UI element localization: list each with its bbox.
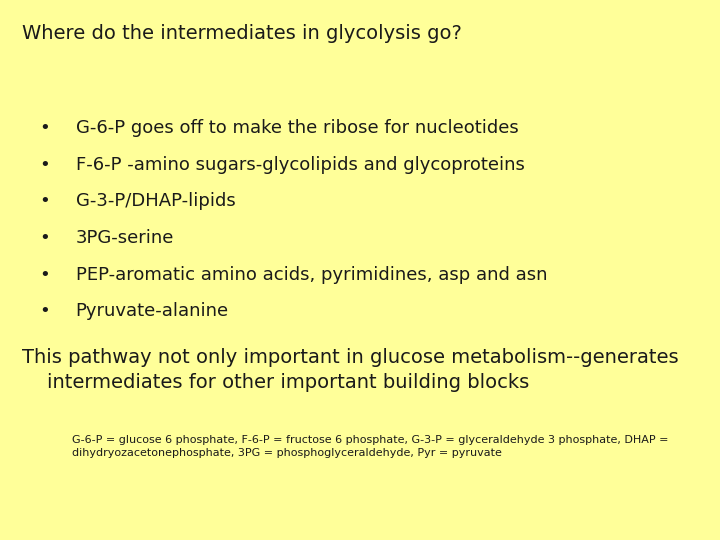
Text: F-6-P -amino sugars-glycolipids and glycoproteins: F-6-P -amino sugars-glycolipids and glyc… xyxy=(76,156,524,173)
Text: 3PG-serine: 3PG-serine xyxy=(76,229,174,247)
Text: Where do the intermediates in glycolysis go?: Where do the intermediates in glycolysis… xyxy=(22,24,462,43)
Text: G-3-P/DHAP-lipids: G-3-P/DHAP-lipids xyxy=(76,192,235,210)
Text: Pyruvate-alanine: Pyruvate-alanine xyxy=(76,302,229,320)
Text: G-6-P goes off to make the ribose for nucleotides: G-6-P goes off to make the ribose for nu… xyxy=(76,119,518,137)
Text: •: • xyxy=(40,302,50,320)
Text: G-6-P = glucose 6 phosphate, F-6-P = fructose 6 phosphate, G-3-P = glyceraldehyd: G-6-P = glucose 6 phosphate, F-6-P = fru… xyxy=(72,435,668,458)
Text: PEP-aromatic amino acids, pyrimidines, asp and asn: PEP-aromatic amino acids, pyrimidines, a… xyxy=(76,266,547,284)
Text: •: • xyxy=(40,119,50,137)
Text: •: • xyxy=(40,192,50,210)
Text: This pathway not only important in glucose metabolism--generates
    intermediat: This pathway not only important in gluco… xyxy=(22,348,678,392)
Text: •: • xyxy=(40,266,50,284)
Text: •: • xyxy=(40,229,50,247)
Text: •: • xyxy=(40,156,50,173)
